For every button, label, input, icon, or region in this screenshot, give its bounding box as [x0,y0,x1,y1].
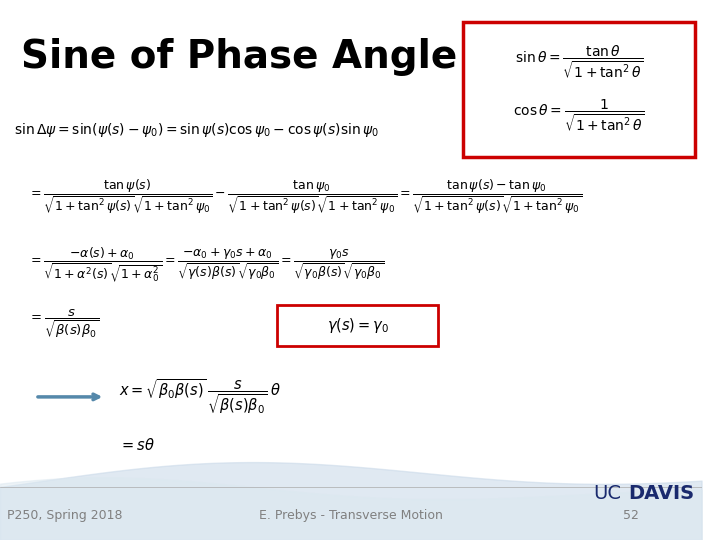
Text: $\sin\Delta\psi=\sin\!\left(\psi(s)-\psi_0\right)=\sin\psi(s)\cos\psi_0-\cos\psi: $\sin\Delta\psi=\sin\!\left(\psi(s)-\psi… [14,120,379,139]
Text: DAVIS: DAVIS [629,484,695,503]
Text: 52: 52 [624,509,639,522]
Text: $x=\sqrt{\beta_0\beta(s)}\,\dfrac{s}{\sqrt{\beta(s)\beta_0}}\,\theta$: $x=\sqrt{\beta_0\beta(s)}\,\dfrac{s}{\sq… [120,377,281,416]
Text: E. Prebys - Transverse Motion: E. Prebys - Transverse Motion [259,509,443,522]
Text: $\cos\theta=\dfrac{1}{\sqrt{1+\tan^2\theta}}$: $\cos\theta=\dfrac{1}{\sqrt{1+\tan^2\the… [513,97,644,133]
Text: $=s\theta$: $=s\theta$ [120,437,156,454]
Text: P250, Spring 2018: P250, Spring 2018 [7,509,122,522]
Text: $=\dfrac{\tan\psi(s)}{\sqrt{1+\tan^2\psi(s)}\sqrt{1+\tan^2\psi_0}}-\dfrac{\tan\p: $=\dfrac{\tan\psi(s)}{\sqrt{1+\tan^2\psi… [28,178,582,217]
Text: Sine of Phase Angle: Sine of Phase Angle [21,38,457,76]
Text: $=\dfrac{s}{\sqrt{\beta(s)\beta_0}}$: $=\dfrac{s}{\sqrt{\beta(s)\beta_0}}$ [28,307,99,341]
Text: $\sin\theta=\dfrac{\tan\theta}{\sqrt{1+\tan^2\theta}}$: $\sin\theta=\dfrac{\tan\theta}{\sqrt{1+\… [515,43,643,80]
Text: $=\dfrac{-\alpha(s)+\alpha_0}{\sqrt{1+\alpha^2(s)}\sqrt{1+\alpha_0^2}}=\dfrac{-\: $=\dfrac{-\alpha(s)+\alpha_0}{\sqrt{1+\a… [28,245,384,284]
Text: UC: UC [593,484,621,503]
FancyBboxPatch shape [277,305,438,346]
FancyBboxPatch shape [463,22,695,157]
Text: $\gamma(s)=\gamma_0$: $\gamma(s)=\gamma_0$ [327,316,389,335]
